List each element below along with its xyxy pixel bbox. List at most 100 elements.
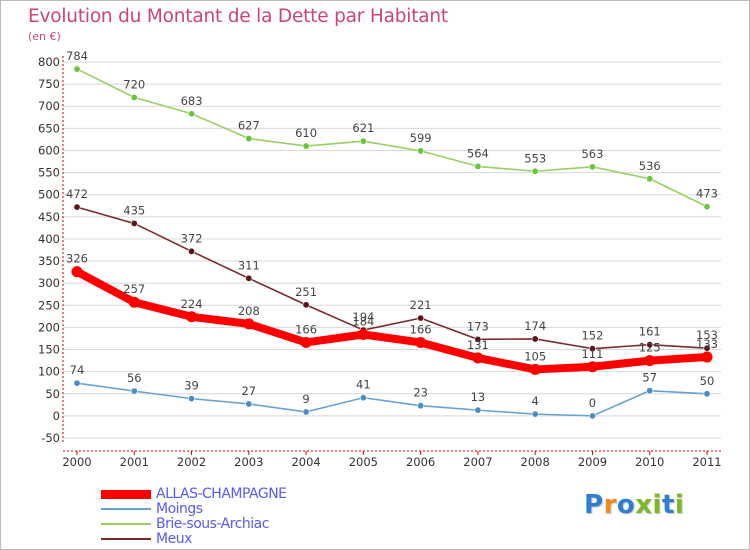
x-tick-label: 2007 [463, 455, 492, 469]
y-tick-label: 750 [38, 77, 60, 91]
y-tick-label: 550 [38, 166, 60, 180]
y-tick-label: 250 [38, 298, 60, 312]
data-label-meux: 161 [639, 325, 661, 339]
data-point-brie-sous-archiac [359, 137, 367, 145]
data-label-allas-champagne: 184 [352, 314, 374, 328]
data-label-brie-sous-archiac: 621 [352, 121, 374, 135]
series-line-meux [76, 206, 708, 350]
legend-swatch [101, 508, 151, 510]
data-label-brie-sous-archiac: 784 [66, 49, 88, 63]
x-tick-label: 2008 [521, 455, 550, 469]
data-label-allas-champagne: 111 [581, 347, 603, 361]
data-label-brie-sous-archiac: 610 [295, 126, 317, 140]
series-line-brie-sous-archiac [76, 68, 708, 208]
data-point-allas-champagne [357, 328, 369, 340]
data-point-allas-champagne [701, 351, 713, 363]
data-label-moings: 13 [471, 390, 486, 404]
data-point-moings [302, 408, 310, 416]
data-point-meux [302, 301, 310, 309]
data-label-allas-champagne: 224 [181, 297, 203, 311]
y-tick-label: 650 [38, 121, 60, 135]
y-tick-label: 100 [38, 365, 60, 379]
data-point-brie-sous-archiac [417, 147, 425, 155]
data-point-meux [73, 203, 81, 211]
data-point-moings [245, 400, 253, 408]
legend-label: ALLAS-CHAMPAGNE [156, 486, 287, 502]
y-tick-label: 500 [38, 188, 60, 202]
data-label-meux: 372 [181, 231, 203, 245]
data-label-allas-champagne: 133 [696, 337, 718, 351]
data-point-meux [646, 341, 654, 349]
data-label-meux: 472 [66, 187, 88, 201]
data-label-moings: 57 [642, 371, 657, 385]
data-label-meux: 153 [696, 328, 718, 342]
data-label-meux: 173 [467, 319, 489, 333]
data-point-moings [703, 390, 711, 398]
legend-label: Moings [156, 501, 203, 517]
data-point-allas-champagne [644, 355, 656, 367]
data-point-brie-sous-archiac [73, 65, 81, 73]
data-label-brie-sous-archiac: 473 [696, 187, 718, 201]
y-tick-label: 200 [38, 320, 60, 334]
x-tick-label: 2000 [62, 455, 91, 469]
y-tick-label: 300 [38, 276, 60, 290]
y-tick-label: 0 [53, 409, 60, 423]
data-point-allas-champagne [529, 363, 541, 375]
x-tick-label: 2001 [120, 455, 149, 469]
x-tick-label: 2003 [234, 455, 263, 469]
data-label-moings: 27 [241, 384, 256, 398]
data-point-meux [245, 274, 253, 282]
y-tick-label: 350 [38, 254, 60, 268]
data-label-allas-champagne: 166 [295, 322, 317, 336]
data-label-moings: 23 [413, 386, 428, 400]
data-point-moings [359, 394, 367, 402]
data-point-moings [531, 410, 539, 418]
data-point-moings [188, 395, 196, 403]
legend-label: Meux [156, 531, 192, 547]
series-line-moings [76, 382, 708, 417]
x-tick-label: 2004 [291, 455, 320, 469]
data-label-moings: 4 [532, 394, 539, 408]
chart-title: Evolution du Montant de la Dette par Hab… [28, 6, 448, 27]
data-label-moings: 9 [302, 392, 309, 406]
legend-swatch [101, 538, 151, 540]
data-point-allas-champagne [71, 266, 83, 278]
x-tick-label: 2002 [177, 455, 206, 469]
data-label-meux: 221 [410, 298, 432, 312]
x-tick-label: 2006 [406, 455, 435, 469]
data-label-meux: 311 [238, 258, 260, 272]
data-label-moings: 41 [356, 378, 371, 392]
series-line-allas-champagne [73, 267, 711, 374]
y-tick-label: -50 [41, 431, 60, 445]
data-point-meux [703, 344, 711, 352]
data-label-brie-sous-archiac: 683 [181, 94, 203, 108]
data-point-allas-champagne [472, 352, 484, 364]
data-point-brie-sous-archiac [302, 142, 310, 150]
data-point-brie-sous-archiac [531, 167, 539, 175]
x-tick-label: 2005 [349, 455, 378, 469]
data-point-allas-champagne [128, 296, 140, 308]
y-tick-label: 50 [45, 387, 60, 401]
y-tick-label: 600 [38, 143, 60, 157]
x-tick-label: 2009 [578, 455, 607, 469]
data-label-moings: 39 [184, 379, 199, 393]
data-label-meux: 251 [295, 285, 317, 299]
data-label-moings: 56 [127, 371, 142, 385]
data-point-meux [588, 345, 596, 353]
data-point-allas-champagne [586, 361, 598, 373]
data-point-moings [588, 412, 596, 420]
data-point-meux [531, 335, 539, 343]
data-point-brie-sous-archiac [646, 175, 654, 183]
data-point-allas-champagne [415, 336, 427, 348]
chart-subtitle: (en €) [28, 30, 61, 43]
data-label-allas-champagne: 125 [639, 341, 661, 355]
data-label-brie-sous-archiac: 599 [410, 131, 432, 145]
y-tick-label: 400 [38, 232, 60, 246]
y-tick-label: 800 [38, 55, 60, 69]
data-label-brie-sous-archiac: 564 [467, 146, 489, 160]
data-label-allas-champagne: 208 [238, 304, 260, 318]
x-tick-label: 2011 [692, 455, 721, 469]
data-point-brie-sous-archiac [703, 203, 711, 211]
